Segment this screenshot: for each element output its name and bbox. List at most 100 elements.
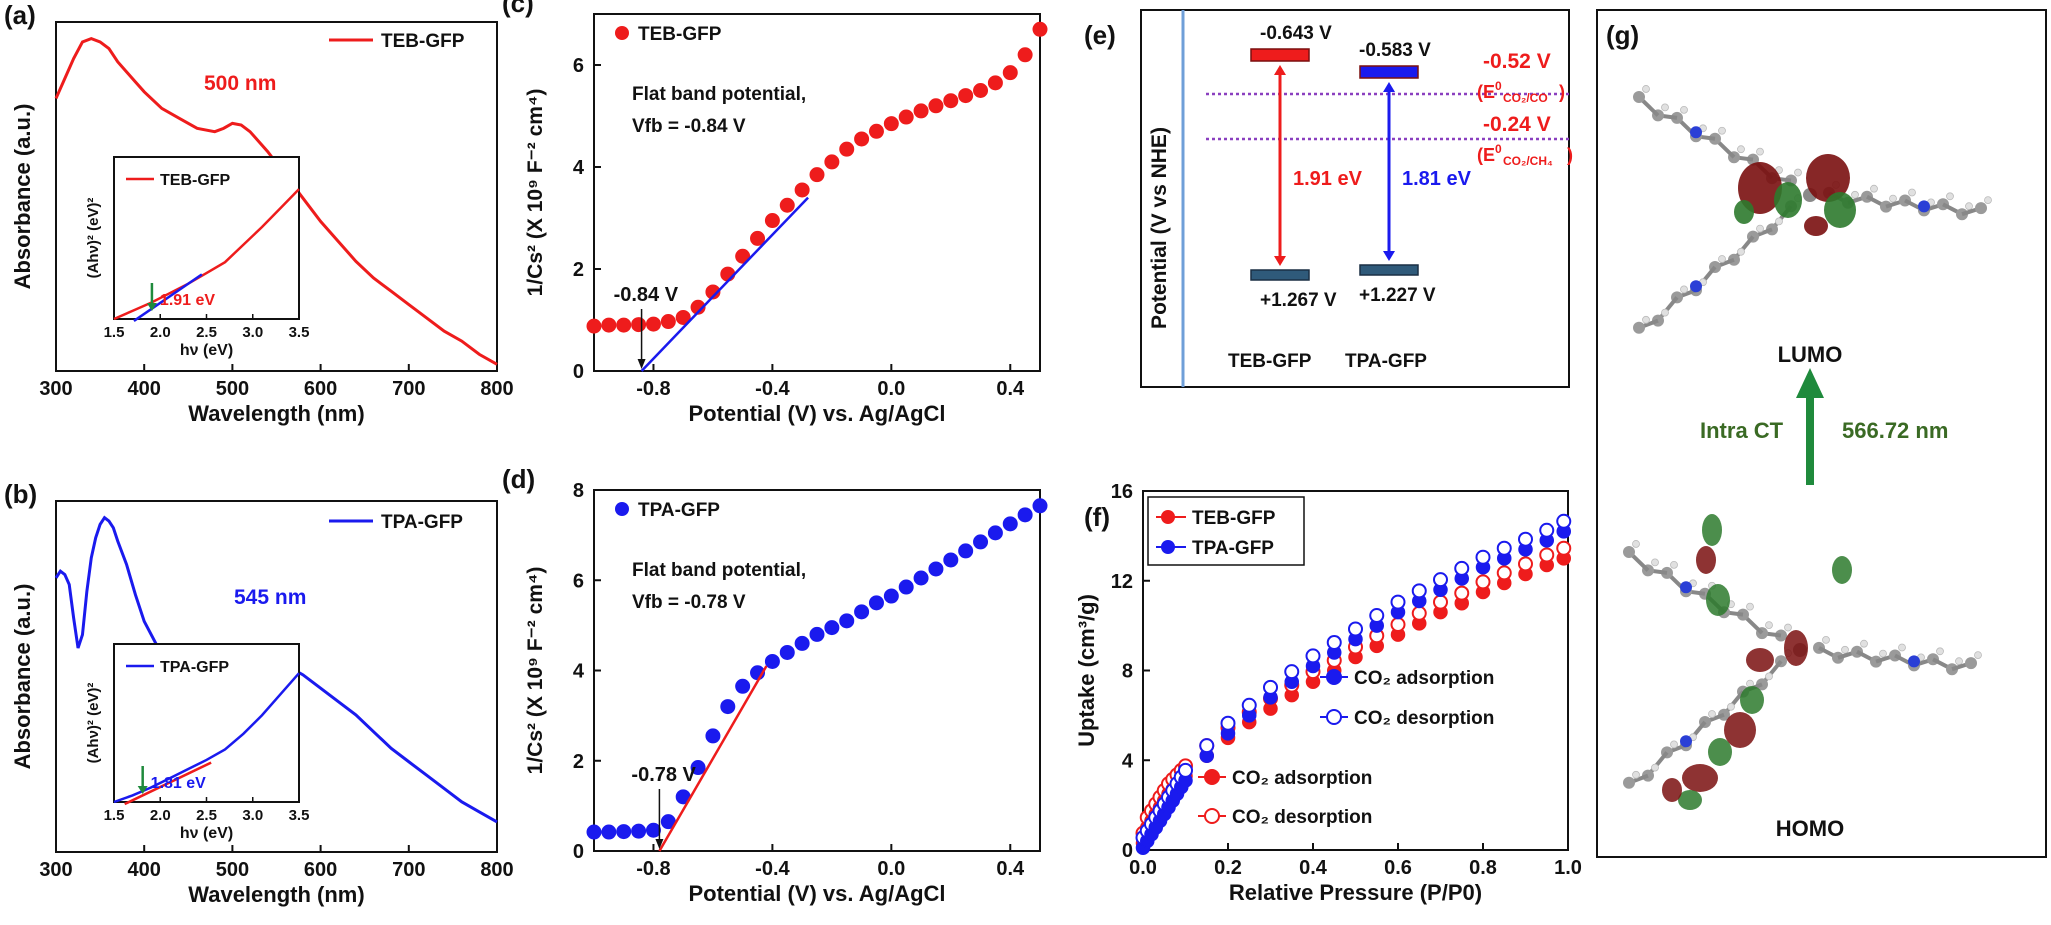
data-point [764,653,780,669]
isotherm-label: CO₂ desorption [1354,708,1494,729]
homo-orbital-lobe [1678,790,1702,810]
x-tick-label: 1.0 [1554,857,1582,879]
data-point [824,154,840,170]
data-point [690,760,706,776]
y-axis-label: Absorbance (a.u.) [10,104,35,290]
desorption-point [1390,594,1406,610]
lumo-orbital-lobe [1804,216,1828,236]
data-point [779,644,795,660]
molecule-lumo [1633,85,1992,334]
hydrogen-atom [1879,649,1887,658]
hydrogen-atom [1775,217,1783,226]
x-tick-label: 700 [392,859,425,881]
lumo-orbital-lobe [1824,192,1856,228]
y-tick-label: 6 [573,570,584,592]
data-point [1017,47,1033,63]
hydrogen-atom [1841,645,1849,654]
hydrogen-atom [1680,105,1688,114]
legend-label: TEB-GFP [638,24,722,45]
y-tick-label: 8 [1122,661,1133,683]
data-point [1002,65,1018,81]
inset-y-axis-label: (Ahν)² (eV)² [85,683,102,764]
hydrogen-atom [1642,315,1650,324]
x-tick-label: 600 [304,378,337,400]
bandgap-arrow-head [137,786,148,794]
wavelength-label: 566.72 nm [1842,418,1948,443]
data-point [735,678,751,694]
x-axis-label: Relative Pressure (P/P0) [1229,880,1482,905]
inset-fit-line [124,761,212,806]
desorption-point [1518,531,1533,547]
homo-orbital-lobe [1696,546,1716,574]
inset-y-axis-label: (Ahν)² (eV)² [85,198,102,279]
data-point [913,103,929,119]
hydrogen-atom [1946,192,1954,201]
panel-label: (g) [1606,20,1639,50]
x-tick-label: 0.2 [1214,857,1242,879]
hydrogen-atom [1756,224,1764,233]
hydrogen-atom [1765,621,1773,629]
valence-band-level [1250,269,1310,281]
y-tick-label: 8 [573,480,584,502]
reference-label-sub: CO₂/CO [1503,91,1548,105]
hydrogen-atom [1651,558,1659,567]
x-tick-label: -0.4 [755,858,790,880]
y-tick-label: 0 [1122,840,1133,862]
legend-box [1147,496,1305,566]
x-tick-label: 0.0 [877,378,905,400]
data-point [794,182,810,198]
y-tick-label: 2 [573,751,584,773]
reference-label-sub: CO₂/CH₄ [1503,154,1553,168]
bandgap-label: 1.91 eV [160,292,215,309]
desorption-point [1454,560,1470,576]
isotherm-label: CO₂ adsorption [1232,768,1372,789]
hydrogen-atom [1718,126,1726,135]
data-point [928,98,944,114]
intercept-label: -0.78 V [631,764,696,786]
atom [1633,321,1645,334]
data-point [854,131,870,147]
inset-x-tick-label: 3.0 [242,324,263,341]
atom [1623,545,1635,558]
desorption-point [1433,594,1448,610]
reference-label-sup: 0 [1495,79,1502,93]
atom [1633,90,1645,103]
isotherm-label: CO₂ desorption [1232,807,1372,828]
legend-label: TEB-GFP [381,31,465,52]
data-point [660,314,676,330]
y-tick-label: 16 [1111,481,1133,503]
x-axis-label: Potential (V) vs. Ag/AgCl [688,881,945,906]
transition-label: Intra CT [1700,418,1784,443]
desorption-point [1454,585,1470,601]
lumo-orbital-lobe [1734,200,1754,224]
legend-label: TPA-GFP [1192,538,1274,559]
homo-orbital-lobe [1702,514,1722,546]
atom [1623,776,1635,789]
atom [1965,657,1977,670]
hydrogen-atom [1765,672,1773,681]
hydrogen-atom [1984,196,1992,205]
data-point [705,728,721,744]
data-point [586,824,602,840]
data-point [809,167,825,183]
desorption-point [1556,513,1572,529]
hydrogen-atom [1898,643,1906,652]
data-point [616,317,632,333]
y-tick-label: 4 [573,661,585,683]
y-tick-label: 6 [573,55,584,77]
hydrogen-atom [1746,602,1754,611]
y-tick-label: 0 [573,841,584,863]
lumo-orbital-lobe [1774,182,1802,218]
y-tick-label: 2 [573,259,584,281]
hydrogen-atom [1632,540,1640,548]
data-point [854,604,870,620]
flatband-title: Flat band potential, [632,84,806,105]
desorption-point [1348,621,1363,637]
gap-label: 1.91 eV [1293,168,1363,190]
hydrogen-atom [1794,168,1802,177]
reference-level-value: -0.24 V [1483,113,1551,136]
flatband-title: Flat band potential, [632,560,806,581]
x-tick-label: 700 [392,378,425,400]
inset-x-tick-label: 1.5 [104,807,125,824]
linear-fit-line [658,665,768,852]
